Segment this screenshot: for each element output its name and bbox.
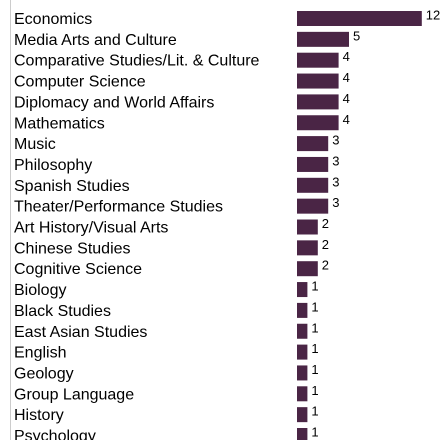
- category-label-black-studies: Black Studies: [14, 303, 111, 320]
- category-label-mathematics: Mathematics: [14, 115, 105, 132]
- value-label-philosophy: 3: [332, 153, 339, 168]
- bar-black-studies: [297, 302, 308, 318]
- bar-geology: [297, 365, 308, 381]
- value-label-cognitive-science: 2: [322, 258, 329, 273]
- bar-psychology: [297, 428, 308, 440]
- category-label-music: Music: [14, 136, 56, 153]
- category-label-media-arts-and-culture: Media Arts and Culture: [14, 32, 177, 49]
- value-label-east-asian-studies: 1: [311, 320, 318, 335]
- bar-history: [297, 407, 308, 423]
- value-label-group-language: 1: [311, 383, 318, 398]
- category-label-history: History: [14, 407, 64, 424]
- category-label-spanish-studies: Spanish Studies: [14, 178, 130, 195]
- category-label-chinese-studies: Chinese Studies: [14, 240, 131, 257]
- value-label-comparative-studies-lit-culture: 4: [343, 49, 350, 64]
- value-label-english: 1: [311, 341, 318, 356]
- category-label-computer-science: Computer Science: [14, 74, 146, 91]
- category-label-diplomacy-and-world-affairs: Diplomacy and World Affairs: [14, 94, 214, 111]
- value-label-biology: 1: [311, 279, 318, 294]
- bar-music: [297, 136, 329, 152]
- category-label-geology: Geology: [14, 365, 74, 382]
- bar-english: [297, 344, 308, 360]
- bar-east-asian-studies: [297, 323, 308, 339]
- category-label-philosophy: Philosophy: [14, 157, 92, 174]
- value-label-music: 3: [332, 133, 339, 148]
- value-label-history: 1: [311, 404, 318, 419]
- category-label-english: English: [14, 345, 66, 362]
- bar-spanish-studies: [297, 177, 329, 193]
- bar-theater-performance-studies: [297, 198, 329, 214]
- value-label-psychology: 1: [311, 425, 318, 440]
- bar-computer-science: [297, 73, 339, 89]
- bar-cognitive-science: [297, 261, 318, 277]
- value-label-mathematics: 4: [343, 112, 350, 127]
- category-label-theater-performance-studies: Theater/Performance Studies: [14, 199, 223, 216]
- category-label-east-asian-studies: East Asian Studies: [14, 324, 147, 341]
- bars: [297, 11, 422, 440]
- value-label-computer-science: 4: [343, 70, 350, 85]
- bar-philosophy: [297, 156, 329, 172]
- value-label-media-arts-and-culture: 5: [353, 28, 360, 43]
- bar-diplomacy-and-world-affairs: [297, 94, 339, 110]
- category-labels: Economics Media Arts and Culture Comparati…: [14, 11, 260, 440]
- bar-art-history-visual-arts: [297, 219, 318, 235]
- value-label-art-history-visual-arts: 2: [322, 216, 329, 231]
- category-label-group-language: Group Language: [14, 386, 134, 403]
- value-label-diplomacy-and-world-affairs: 4: [343, 91, 350, 106]
- category-label-psychology: Psychology: [14, 428, 96, 440]
- bar-biology: [297, 282, 308, 298]
- bar-mathematics: [297, 115, 339, 131]
- value-label-economics: 12: [426, 8, 440, 23]
- bar-group-language: [297, 386, 308, 402]
- category-label-comparative-studies-lit-culture: Comparative Studies/Lit. & Culture: [14, 53, 260, 70]
- bar-media-arts-and-culture: [297, 31, 349, 47]
- category-label-art-history-visual-arts: Art History/Visual Arts: [14, 220, 168, 237]
- value-label-chinese-studies: 2: [322, 237, 329, 252]
- value-label-spanish-studies: 3: [332, 174, 339, 189]
- value-label-theater-performance-studies: 3: [332, 195, 339, 210]
- category-label-economics: Economics: [14, 11, 92, 28]
- bar-economics: [297, 11, 422, 26]
- category-label-cognitive-science: Cognitive Science: [14, 261, 142, 278]
- bar-chinese-studies: [297, 240, 318, 256]
- value-label-geology: 1: [311, 362, 318, 377]
- value-label-black-studies: 1: [311, 299, 318, 314]
- bar-comparative-studies-lit-culture: [297, 52, 339, 68]
- category-label-biology: Biology: [14, 282, 66, 299]
